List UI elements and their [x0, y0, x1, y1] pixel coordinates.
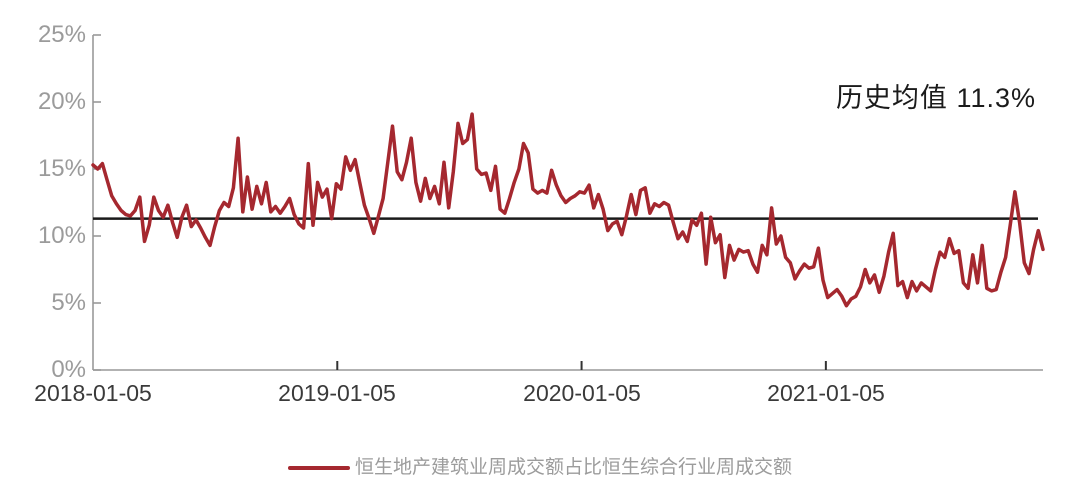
- y-axis-label-25: 25%: [37, 21, 86, 48]
- x-axis-label-2020: 2020-01-05: [523, 380, 641, 406]
- y-axis-label-15: 15%: [37, 155, 86, 182]
- mean-value-annotation: 历史均值 11.3%: [835, 83, 1036, 113]
- legend-series-label: 恒生地产建筑业周成交额占比恒生综合行业周成交额: [354, 457, 792, 478]
- y-axis-label-20: 20%: [37, 88, 86, 115]
- chart-legend: 恒生地产建筑业周成交额占比恒生综合行业周成交额: [0, 456, 1080, 480]
- y-axis-label-0: 0%: [51, 356, 86, 383]
- legend-line-marker: [287, 466, 350, 470]
- legend-item-series: 恒生地产建筑业周成交额占比恒生综合行业周成交额: [287, 456, 792, 480]
- x-axis-label-2018: 2018-01-05: [34, 380, 152, 406]
- x-axis-label-2021: 2021-01-05: [767, 380, 885, 406]
- x-axis-label-2019: 2019-01-05: [278, 380, 396, 406]
- y-axis-label-5: 5%: [51, 289, 86, 316]
- y-axis-label-10: 10%: [37, 222, 86, 249]
